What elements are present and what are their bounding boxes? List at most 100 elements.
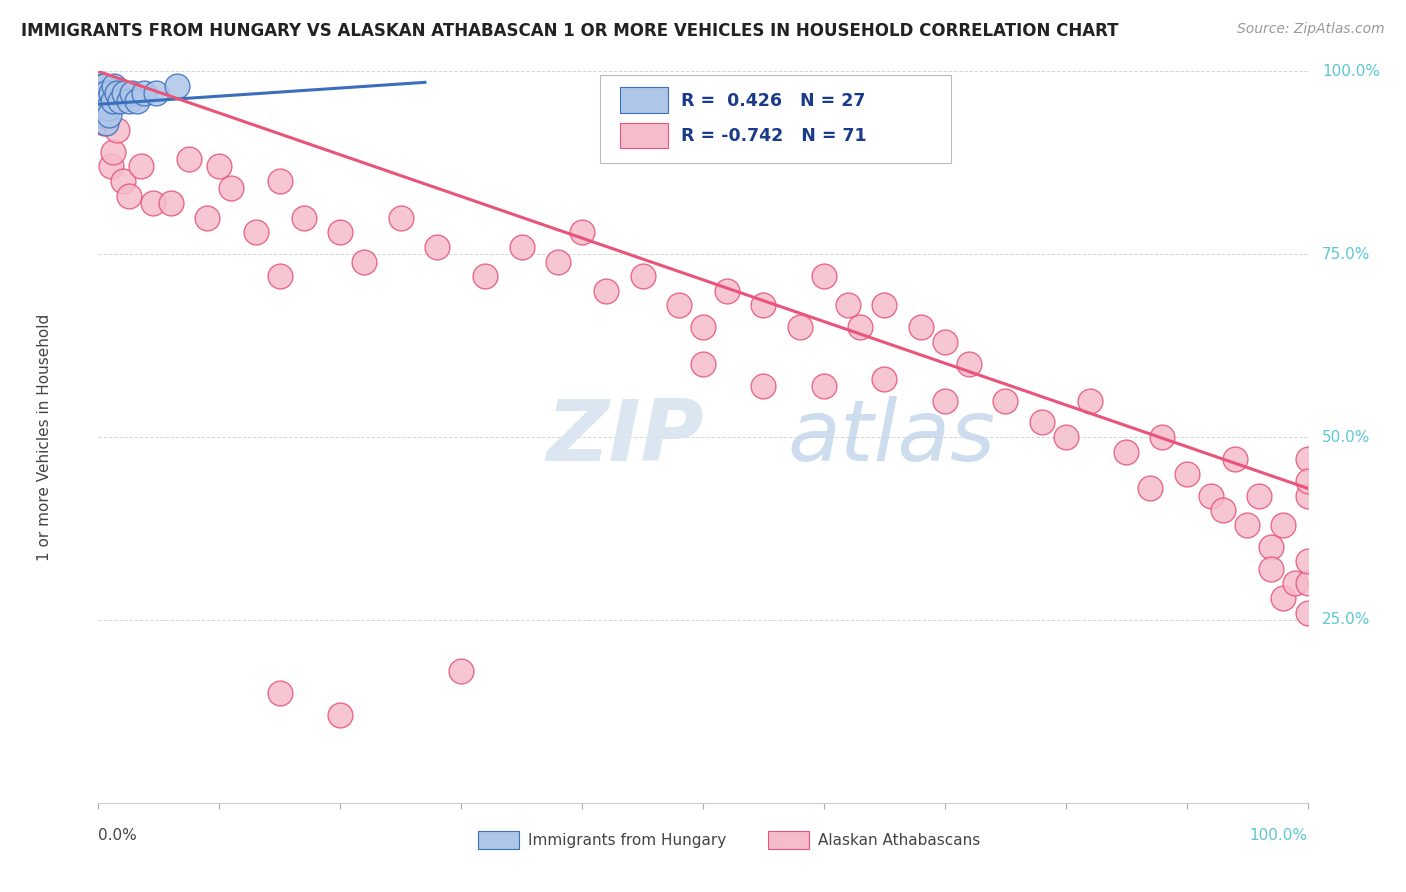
Point [1272, 517, 1295, 532]
Point [90, 101, 112, 115]
Point [692, 320, 714, 334]
Point [269, 269, 291, 284]
Point [813, 269, 835, 284]
Point [1175, 467, 1198, 481]
Point [221, 181, 243, 195]
Point [1054, 430, 1077, 444]
Point [101, 145, 124, 159]
Point [1078, 393, 1101, 408]
Point [329, 225, 352, 239]
Point [873, 371, 896, 385]
Point [1223, 452, 1246, 467]
Point [692, 357, 714, 371]
Text: IMMIGRANTS FROM HUNGARY VS ALASKAN ATHABASCAN 1 OR MORE VEHICLES IN HOUSEHOLD CO: IMMIGRANTS FROM HUNGARY VS ALASKAN ATHAB… [21, 22, 1119, 40]
Point [108, 94, 131, 108]
Point [1139, 481, 1161, 495]
Point [1296, 489, 1319, 503]
FancyBboxPatch shape [478, 831, 519, 849]
Point [716, 284, 738, 298]
Point [93, 78, 115, 93]
Point [1260, 562, 1282, 576]
Point [97, 101, 120, 115]
Text: R = -0.742   N = 71: R = -0.742 N = 71 [682, 127, 868, 145]
Point [166, 78, 188, 93]
Point [450, 664, 472, 678]
Point [91, 87, 114, 101]
Text: 50.0%: 50.0% [1322, 430, 1371, 444]
Point [89, 94, 111, 108]
Point [910, 320, 932, 334]
Point [269, 686, 291, 700]
Point [118, 94, 141, 108]
Point [89, 87, 111, 101]
Point [96, 94, 118, 108]
Point [160, 196, 183, 211]
Point [112, 87, 135, 101]
Point [94, 115, 117, 129]
Point [195, 211, 218, 225]
Point [145, 87, 167, 101]
Point [134, 87, 156, 101]
Point [934, 393, 956, 408]
Text: 75.0%: 75.0% [1322, 247, 1371, 261]
Point [91, 94, 114, 108]
Point [752, 379, 775, 393]
Text: 100.0%: 100.0% [1250, 829, 1308, 844]
Point [1115, 444, 1137, 458]
Point [1296, 554, 1319, 568]
Point [631, 269, 654, 284]
Point [90, 78, 112, 93]
Point [1152, 430, 1174, 444]
Text: Alaskan Athabascans: Alaskan Athabascans [818, 832, 980, 847]
Point [1296, 452, 1319, 467]
Point [426, 240, 449, 254]
Point [837, 298, 859, 312]
Point [1296, 606, 1319, 620]
Point [789, 320, 811, 334]
Point [127, 94, 149, 108]
Point [547, 254, 569, 268]
Point [93, 115, 115, 129]
Text: ZIP: ZIP [546, 395, 703, 479]
Point [1212, 503, 1234, 517]
Point [1260, 540, 1282, 554]
Point [105, 87, 128, 101]
Point [1199, 489, 1222, 503]
FancyBboxPatch shape [620, 122, 668, 148]
Point [849, 320, 872, 334]
Point [98, 108, 121, 122]
Point [245, 225, 267, 239]
Point [208, 160, 231, 174]
Point [94, 87, 117, 101]
Point [105, 123, 128, 137]
Point [595, 284, 617, 298]
Point [100, 160, 122, 174]
Point [179, 152, 201, 166]
Text: 0.0%: 0.0% [98, 829, 138, 844]
Point [1031, 416, 1053, 430]
Point [353, 254, 375, 268]
Point [129, 160, 152, 174]
Point [510, 240, 533, 254]
Point [103, 78, 125, 93]
Point [873, 298, 896, 312]
Point [100, 87, 122, 101]
Point [329, 708, 352, 723]
Point [118, 188, 141, 202]
Point [474, 269, 496, 284]
FancyBboxPatch shape [620, 87, 668, 113]
Text: 1 or more Vehicles in Household: 1 or more Vehicles in Household [37, 313, 52, 561]
Point [1296, 474, 1319, 488]
Point [813, 379, 835, 393]
Point [101, 94, 124, 108]
Point [957, 357, 980, 371]
Text: atlas: atlas [787, 395, 995, 479]
Point [752, 298, 775, 312]
Point [668, 298, 690, 312]
Text: R =  0.426   N = 27: R = 0.426 N = 27 [682, 92, 866, 110]
Point [1249, 489, 1271, 503]
Point [571, 225, 593, 239]
Point [934, 334, 956, 349]
Point [292, 211, 315, 225]
Point [91, 87, 114, 101]
